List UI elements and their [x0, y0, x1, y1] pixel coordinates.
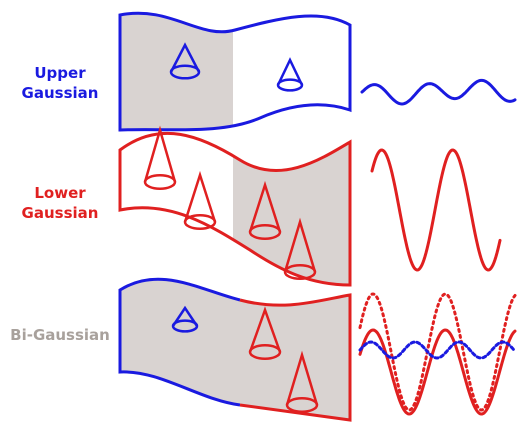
label-line: Bi-Gaussian — [10, 326, 110, 344]
label: Lower Gaussian — [22, 184, 99, 222]
label-line: Lower — [34, 184, 86, 202]
label-line: Gaussian — [22, 204, 99, 222]
label: Bi-Gaussian — [10, 326, 110, 344]
diagram: Upper Gaussian Lower Gaussian Bi-Gaussian — [0, 0, 518, 440]
label-line: Upper — [34, 64, 86, 82]
lower-wave — [372, 150, 500, 270]
cone-base — [145, 175, 175, 189]
cone-base — [278, 80, 302, 91]
label-line: Gaussian — [22, 84, 99, 102]
bi-wave-lower — [360, 330, 515, 414]
upper-wave — [362, 80, 515, 104]
label: Upper Gaussian — [22, 64, 99, 102]
